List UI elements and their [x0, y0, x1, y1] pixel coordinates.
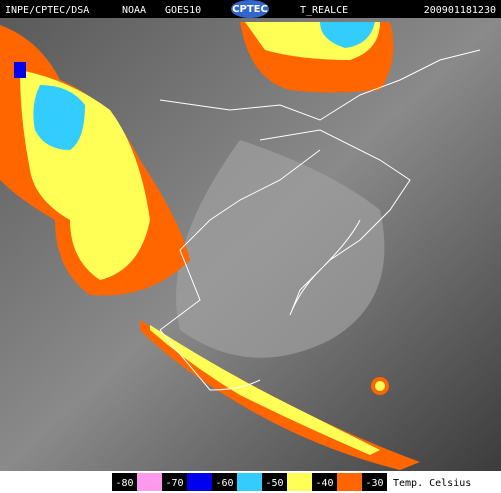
- legend-swatch: [237, 473, 262, 491]
- legend-label: -30: [365, 478, 383, 489]
- header-timestamp: 200901181230: [424, 5, 496, 16]
- cloud-cyan: [320, 22, 375, 48]
- legend-swatch: [287, 473, 312, 491]
- header-sensor: GOES10: [165, 5, 201, 16]
- logo: [231, 0, 269, 18]
- legend-label: -60: [215, 478, 233, 489]
- legend-swatch: [337, 473, 362, 491]
- legend-label: -80: [115, 478, 133, 489]
- logo-text: CPTEC: [232, 4, 268, 15]
- legend-label-cell: [112, 473, 137, 491]
- legend-label: -50: [265, 478, 283, 489]
- legend-label-cell: [162, 473, 187, 491]
- coastline: [159, 49, 481, 391]
- cloud-blue: [14, 62, 26, 78]
- cloud-yellow: [150, 325, 380, 455]
- legend-unit: Temp. Celsius: [393, 478, 471, 489]
- legend-label-cell: [312, 473, 337, 491]
- header-satellite: NOAA: [122, 5, 146, 16]
- legend-label-cell: [362, 473, 387, 491]
- legend-label-cell: [212, 473, 237, 491]
- legend-swatch: [187, 473, 212, 491]
- header-product: T_REALCE: [300, 5, 348, 16]
- cloud-yellow: [375, 381, 385, 391]
- cloud-orange: [140, 320, 420, 470]
- legend-label: -40: [315, 478, 333, 489]
- legend-label: -70: [165, 478, 183, 489]
- legend-swatch: [137, 473, 162, 491]
- header-source: INPE/CPTEC/DSA: [5, 5, 89, 16]
- legend-label-cell: [262, 473, 287, 491]
- cloud-gray: [176, 140, 385, 358]
- cloud-cyan: [33, 85, 85, 150]
